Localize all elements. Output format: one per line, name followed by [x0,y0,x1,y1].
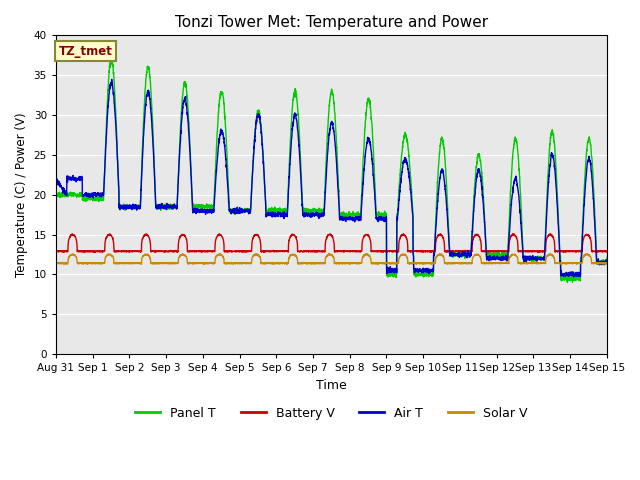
X-axis label: Time: Time [316,379,347,392]
Legend: Panel T, Battery V, Air T, Solar V: Panel T, Battery V, Air T, Solar V [130,402,533,425]
Y-axis label: Temperature (C) / Power (V): Temperature (C) / Power (V) [15,112,28,277]
Title: Tonzi Tower Met: Temperature and Power: Tonzi Tower Met: Temperature and Power [175,15,488,30]
Text: TZ_tmet: TZ_tmet [59,45,113,58]
